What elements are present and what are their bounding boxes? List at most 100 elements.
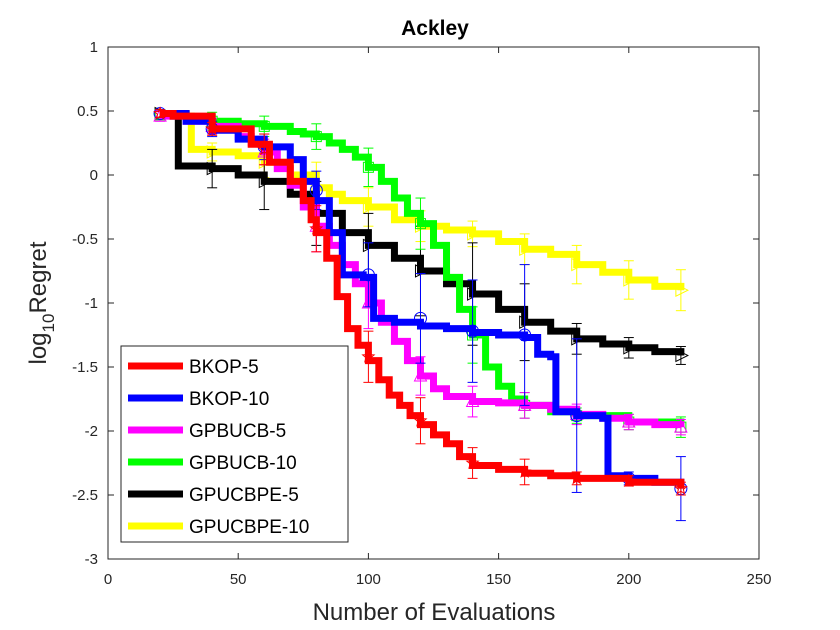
error-bar — [673, 481, 688, 496]
x-tick-label: 50 — [230, 571, 247, 588]
error-bar — [465, 385, 480, 418]
tick-layer: 0 50 100 150 200 250 -3 -2.5 -2 -1.5 -1 -0.5 0 0.5 1 — [72, 39, 771, 588]
marker-triangle — [674, 419, 688, 433]
marker-triangle-right — [623, 340, 637, 355]
x-tick-label: 200 — [616, 571, 641, 588]
marker-star — [153, 106, 168, 120]
marker-circle — [309, 183, 323, 197]
legend-label: GPBUCB-5 — [189, 421, 286, 442]
marker-triangle-right — [467, 287, 481, 301]
y-axis-title-sub: 10 — [39, 314, 58, 333]
marker-triangle-right — [571, 257, 585, 272]
marker-star — [465, 455, 480, 469]
marker-triangle-right — [258, 174, 273, 189]
error-bar — [361, 330, 376, 383]
error-bar — [413, 397, 428, 445]
marker-star — [673, 481, 688, 495]
marker-circle — [413, 311, 427, 325]
y-tick-label: -0.5 — [72, 231, 98, 248]
error-bar — [621, 413, 636, 431]
error-bar — [258, 115, 270, 138]
marker-triangle — [517, 397, 532, 411]
legend-item-GPUCBPE-5: GPUCBPE-5 — [128, 485, 299, 506]
legend-item-GPUCBPE-10: GPUCBPE-10 — [128, 517, 309, 538]
legend-item-GPBUCB-10: GPBUCB-10 — [128, 453, 297, 474]
y-tick-label: -1 — [85, 295, 98, 312]
marker-triangle-right — [519, 315, 533, 330]
error-bar — [414, 197, 426, 250]
marker-square — [310, 131, 322, 143]
marker-circle — [466, 324, 480, 338]
y-tick-label: -2 — [85, 423, 98, 440]
marker-star — [569, 470, 584, 485]
error-bar — [466, 279, 480, 383]
error-bar — [465, 447, 480, 479]
marker-star — [621, 473, 636, 487]
marker-triangle-right — [519, 242, 533, 257]
marker-square — [258, 120, 270, 132]
error-bar — [623, 337, 637, 359]
y-axis-title-regret: Regret — [25, 241, 52, 313]
legend-label: GPUCBPE-10 — [189, 517, 309, 538]
error-bar — [569, 470, 584, 486]
error-bar — [675, 269, 689, 312]
error-bar — [257, 133, 272, 166]
x-axis-title: Number of Evaluations — [313, 599, 556, 626]
legend-item-BKOP-10: BKOP-10 — [128, 389, 269, 410]
error-bar — [570, 338, 584, 493]
x-tick-label: 100 — [356, 571, 381, 588]
series-layer — [153, 106, 689, 522]
error-bar — [621, 473, 636, 487]
legend-label: GPUCBPE-5 — [189, 485, 299, 506]
marker-star — [413, 413, 428, 427]
error-bar — [362, 187, 377, 227]
marker-star — [257, 142, 272, 156]
y-tick-label: 0 — [90, 167, 98, 184]
chart-title: Ackley — [401, 17, 469, 40]
y-tick-label: 1 — [90, 39, 98, 56]
marker-star — [361, 349, 376, 363]
marker-star — [309, 221, 324, 235]
marker-square — [362, 161, 374, 173]
marker-triangle-right — [623, 273, 637, 287]
marker-circle — [361, 268, 375, 282]
marker-triangle-right — [206, 161, 221, 176]
legend-label: GPBUCB-10 — [189, 453, 297, 474]
series-BKOP-5 — [153, 106, 688, 496]
marker-triangle — [413, 367, 428, 382]
legend-item-BKOP-5: BKOP-5 — [128, 357, 259, 378]
error-bar — [309, 170, 323, 211]
marker-circle — [570, 409, 584, 423]
error-bar — [518, 264, 532, 406]
error-bar — [153, 106, 168, 120]
y-tick-label: -3 — [85, 551, 98, 568]
y-axis-title-log: log — [25, 332, 52, 364]
error-bar — [413, 273, 427, 364]
error-bar — [205, 121, 220, 136]
x-tick-label: 150 — [486, 571, 511, 588]
svg-text:log10Regret: log10Regret — [25, 241, 58, 364]
y-axis-title: log10Regret — [25, 241, 58, 364]
y-tick-label: -2.5 — [72, 487, 98, 504]
marker-star — [205, 121, 220, 135]
legend-label: BKOP-10 — [189, 389, 269, 410]
error-bar — [571, 244, 585, 285]
series-line — [160, 110, 685, 489]
marker-circle — [518, 328, 532, 342]
error-bar — [674, 418, 688, 436]
error-bar — [362, 147, 374, 188]
y-tick-label: 0.5 — [77, 103, 98, 120]
x-tick-label: 250 — [746, 571, 771, 588]
marker-triangle-right — [675, 348, 689, 363]
legend: BKOP-5 BKOP-10 GPBUCB-5 GPBUCB-10 GPUCBPE-5 G… — [120, 345, 349, 543]
marker-star — [517, 464, 532, 478]
series-line — [160, 110, 685, 291]
y-tick-label: -1.5 — [72, 359, 98, 376]
marker-triangle — [621, 413, 636, 428]
error-bar — [675, 346, 689, 365]
error-bar — [361, 242, 375, 308]
x-tick-label: 0 — [104, 571, 112, 588]
marker-triangle — [465, 393, 480, 408]
legend-label: BKOP-5 — [189, 357, 259, 378]
